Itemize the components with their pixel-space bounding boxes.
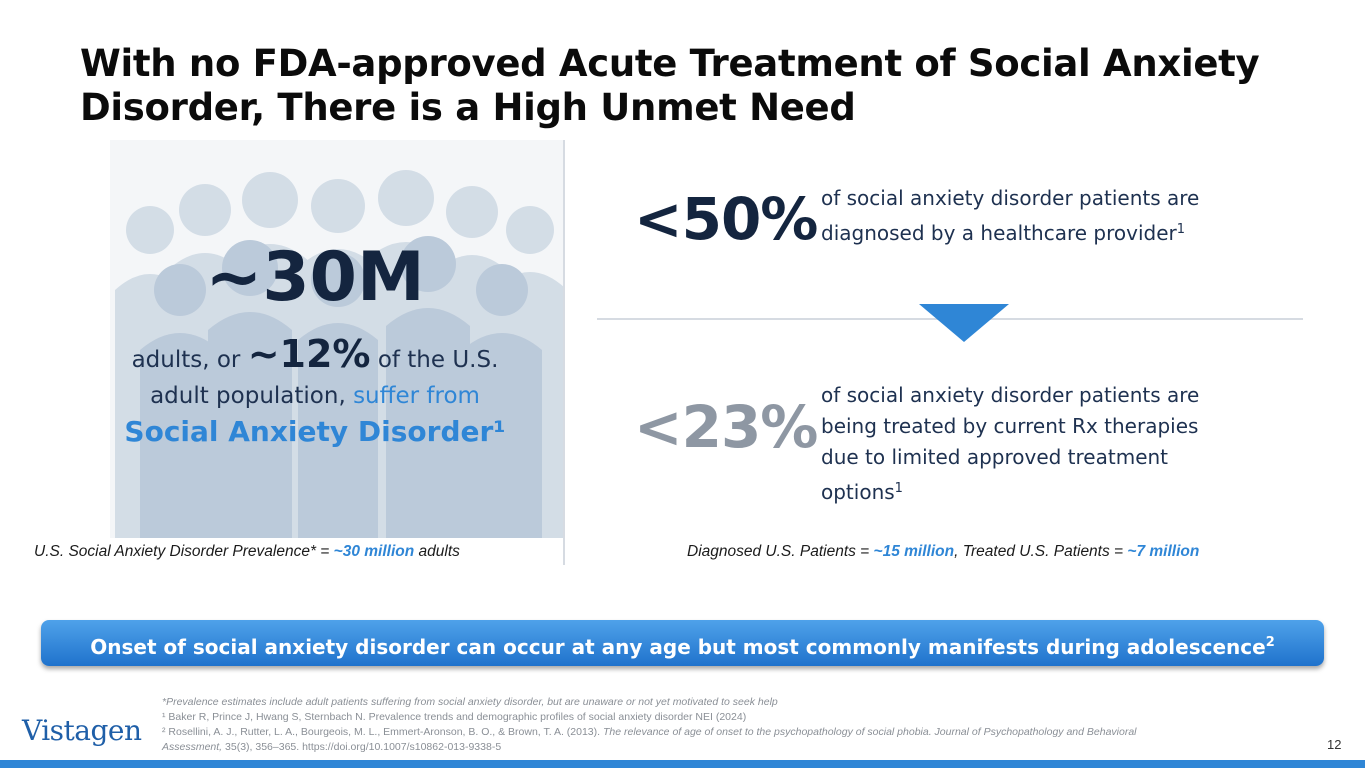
page-number: 12 [1327, 737, 1342, 752]
onset-banner: Onset of social anxiety disorder can occ… [41, 620, 1324, 666]
diagnosed-stat-value: <50% [634, 185, 818, 253]
prevalence-percent: ~12% [247, 332, 371, 376]
treated-stat-text: of social anxiety disorder patients are … [821, 383, 1200, 504]
bottom-accent-bar [0, 760, 1365, 768]
treated-footnote-ref: 1 [894, 481, 903, 496]
crowd-silhouette-illustration [110, 140, 565, 538]
desc-mid: of the U.S. adult population, [150, 347, 499, 409]
diagnosed-caption-value: ~15 million [873, 543, 955, 560]
prevalence-caption-value: ~30 million [333, 543, 415, 560]
crowd-panel [110, 140, 565, 538]
social-anxiety-disorder-label: Social Anxiety Disorder¹ [124, 415, 506, 448]
footnote-2-title: The relevance of age of onset to the psy… [162, 726, 1137, 753]
prevalence-caption-prefix: U.S. Social Anxiety Disorder Prevalence*… [34, 543, 330, 560]
prevalence-description: adults, or ~12% of the U.S. adult popula… [105, 335, 525, 452]
onset-footnote-ref: 2 [1265, 635, 1275, 650]
prevalence-caption: U.S. Social Anxiety Disorder Prevalence*… [34, 543, 460, 561]
prevalence-big-number: ~30M [205, 238, 425, 317]
footnotes: *Prevalence estimates include adult pati… [162, 695, 1162, 755]
footnote-2: ² Rosellini, A. J., Rutter, L. A., Bourg… [162, 725, 1162, 755]
treated-caption-value: ~7 million [1127, 543, 1200, 560]
diagnosed-footnote-ref: 1 [1176, 222, 1186, 237]
treated-stat-value: <23% [634, 393, 818, 461]
footnote-1: ¹ Baker R, Prince J, Hwang S, Sternbach … [162, 711, 747, 723]
down-triangle-icon [919, 304, 1009, 342]
prevalence-caption-suffix: adults [418, 543, 460, 560]
slide-title: With no FDA-approved Acute Treatment of … [80, 42, 1260, 129]
diagnosed-stat-description: of social anxiety disorder patients are … [821, 183, 1241, 249]
vistagen-logo: Vistagen [22, 714, 142, 747]
footnote-2-suffix: 35(3), 356–365. https://doi.org/10.1007/… [225, 741, 502, 753]
treated-stat-description: of social anxiety disorder patients are … [821, 380, 1241, 508]
footnote-prevalence: *Prevalence estimates include adult pati… [162, 696, 778, 708]
desc-blue-text: suffer from [353, 383, 480, 409]
treated-caption-label: , Treated U.S. Patients = [954, 543, 1124, 560]
desc-prefix: adults, or [131, 347, 241, 373]
vertical-divider [563, 140, 565, 565]
patients-caption: Diagnosed U.S. Patients = ~15 million, T… [687, 543, 1199, 561]
diagnosed-caption-label: Diagnosed U.S. Patients = [687, 543, 870, 560]
footnote-2-prefix: ² Rosellini, A. J., Rutter, L. A., Bourg… [162, 726, 601, 738]
diagnosed-stat-text: of social anxiety disorder patients are … [821, 186, 1200, 245]
onset-banner-text: Onset of social anxiety disorder can occ… [90, 635, 1266, 659]
